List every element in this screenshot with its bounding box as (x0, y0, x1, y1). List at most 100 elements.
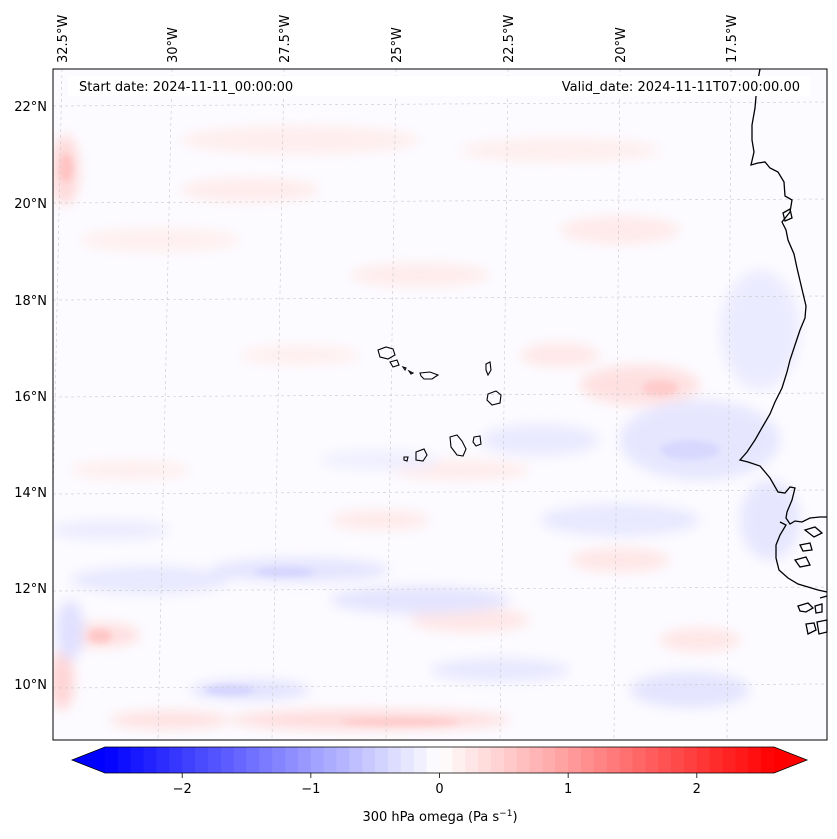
colorbar-cells (105, 747, 775, 773)
colorbar-cell (426, 747, 441, 773)
colorbar-tick-label: 0 (435, 782, 443, 797)
island-fogo (415, 448, 428, 462)
colorbar-label: 300 hPa omega (Pa s−1) (362, 809, 517, 825)
island-boa-vista (486, 390, 502, 406)
lon-label-27-5w: 27.5°W (278, 15, 293, 63)
colorbar-cell (220, 747, 235, 773)
colorbar-cell (761, 747, 775, 773)
colorbar-cell (310, 747, 325, 773)
colorbar-ticks: −2 −1 0 1 2 (173, 773, 701, 797)
colorbar-cell (722, 747, 737, 773)
start-date-label: Start date: 2024-11-11_00:00:00 (79, 80, 293, 95)
colorbar-cell (490, 747, 505, 773)
island-santiago (449, 434, 467, 457)
lon-label-25w: 25°W (390, 27, 405, 63)
bijagos-island (797, 602, 815, 613)
colorbar-cell (478, 747, 492, 773)
colorbar-cell (696, 747, 711, 773)
colorbar-outline (70, 746, 809, 774)
colorbar-cell (503, 747, 518, 773)
colorbar-cell (735, 747, 749, 773)
colorbar-cell (645, 747, 659, 773)
map-panel: Start date: 2024-11-11_00:00:00 Valid_da… (52, 68, 828, 741)
island-maio (472, 435, 482, 447)
colorbar-cell (593, 747, 608, 773)
colorbar-cell (143, 747, 158, 773)
gridlines (53, 69, 827, 740)
colorbar-cell (246, 747, 260, 773)
cap-blanc-peninsula (782, 207, 793, 222)
colorbar-cell (297, 747, 312, 773)
colorbar-cell (105, 747, 119, 773)
lat-label-14n: 14°N (14, 486, 47, 501)
colorbar-cell (349, 747, 363, 773)
colorbar-cell (413, 747, 428, 773)
colorbar-cell (709, 747, 724, 773)
lon-label-30w: 30°W (166, 27, 181, 63)
coastline-west-africa (738, 68, 827, 525)
latitude-labels: 22°N 20°N 18°N 16°N 14°N 12°N 10°N (14, 100, 47, 693)
colorbar-cell (632, 747, 646, 773)
colorbar-cell (606, 747, 621, 773)
colorbar-cell (465, 747, 479, 773)
colorbar-cell (323, 747, 338, 773)
colorbar-cell (439, 747, 453, 773)
colorbar-cell (182, 747, 196, 773)
lon-label-22-5w: 22.5°W (502, 15, 517, 63)
lat-label-18n: 18°N (14, 294, 47, 309)
colorbar-cell (285, 747, 299, 773)
african-coastline (738, 68, 828, 635)
colorbar-cell (516, 747, 531, 773)
colorbar-tick-label: −1 (301, 782, 320, 797)
colorbar-cell (400, 747, 415, 773)
lon-label-17-5w: 17.5°W (725, 15, 740, 63)
colorbar-cell (169, 747, 183, 773)
colorbar-cell (233, 747, 248, 773)
lat-label-10n: 10°N (14, 678, 47, 693)
lon-label-20w: 20°W (614, 27, 629, 63)
colorbar-cell (375, 747, 389, 773)
colorbar-cell (362, 747, 376, 773)
colorbar-tick-label: 1 (564, 782, 572, 797)
colorbar-cell (748, 747, 762, 773)
colorbar-cell (388, 747, 402, 773)
island-sao-vicente (389, 359, 400, 368)
colorbar-extend-low (72, 747, 105, 773)
colorbar-cell (130, 747, 145, 773)
valid-date-label: Valid_date: 2024-11-11T07:00:00.00 (562, 80, 800, 95)
header-bar (68, 76, 810, 96)
lat-label-20n: 20°N (14, 197, 47, 212)
colorbar-cell (529, 747, 544, 773)
colorbar-cell (568, 747, 582, 773)
island-sal (485, 361, 492, 377)
colorbar-tick-label: 2 (693, 782, 701, 797)
colorbar-cell (555, 747, 569, 773)
colorbar-cell (658, 747, 672, 773)
cape-verde-islands (377, 346, 502, 462)
colorbar-cell (452, 747, 466, 773)
island-santo-antao (377, 346, 396, 360)
colorbar-cell (671, 747, 685, 773)
island-sao-nicolau (419, 371, 440, 380)
colorbar-tick-label: −2 (173, 782, 192, 797)
coastline-guinea-bissau (775, 521, 828, 593)
longitude-labels: 32.5°W 30°W 27.5°W 25°W 22.5°W 20°W 17.5… (56, 15, 740, 63)
colorbar-cell (542, 747, 556, 773)
colorbar-cell (336, 747, 351, 773)
colorbar-cell (683, 747, 698, 773)
colorbar: −2 −1 0 1 2 300 hPa omega (Pa s−1) (70, 746, 809, 825)
colorbar-cell (619, 747, 634, 773)
lat-label-12n: 12°N (14, 582, 47, 597)
colorbar-cell (272, 747, 286, 773)
lon-label-32-5w: 32.5°W (56, 15, 71, 63)
island-brava (403, 456, 409, 462)
colorbar-cell (259, 747, 273, 773)
colorbar-cell (581, 747, 595, 773)
lat-label-22n: 22°N (14, 100, 47, 115)
lat-label-16n: 16°N (14, 390, 47, 405)
colorbar-cell (195, 747, 209, 773)
colorbar-extend-high (774, 747, 807, 773)
colorbar-cell (207, 747, 222, 773)
map-frame (52, 68, 828, 741)
